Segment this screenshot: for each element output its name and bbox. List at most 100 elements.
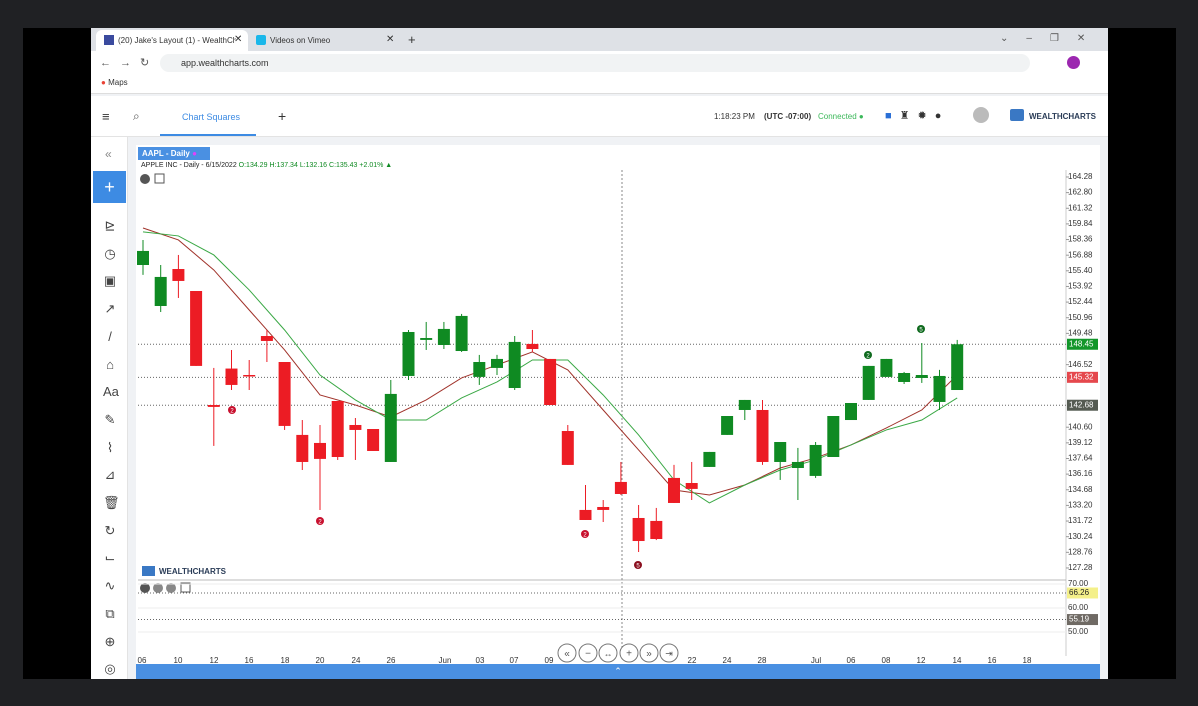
tab-title[interactable]: Videos on Vimeo <box>270 36 331 45</box>
signal-markers: 2 2 2 2 5 5 <box>228 325 925 570</box>
y-tick-label: 136.16 <box>1068 469 1093 478</box>
nav-icon[interactable]: − <box>585 649 591 660</box>
info-high: H:137.34 <box>269 162 298 169</box>
timezone: (UTC -07:00) <box>764 112 812 121</box>
price-tag <box>1067 338 1098 350</box>
new-tab[interactable]: + <box>408 32 416 47</box>
menu[interactable]: ≡ <box>102 109 110 124</box>
left-toolbar <box>91 137 128 679</box>
ohlc-info: APPLE INC - Daily - 6/15/2022 O:134.29 H… <box>141 162 393 169</box>
x-tick-label: Jun <box>439 656 452 665</box>
price-tag-label: 145.32 <box>1069 372 1094 381</box>
price-tag-label: 66.26 <box>1069 588 1090 597</box>
candle-body <box>384 393 397 462</box>
y-tick-label: 131.72 <box>1068 516 1093 525</box>
candle-body <box>526 343 539 350</box>
candle-body <box>473 362 486 377</box>
nav-icon[interactable]: ↔ <box>604 648 613 658</box>
nav-icon[interactable]: ⇥ <box>665 648 673 658</box>
x-tick-label: 20 <box>316 656 325 665</box>
bookmark[interactable]: ● Maps <box>101 78 128 87</box>
candle-body <box>827 416 840 458</box>
symbol-tab[interactable]: AAPL - Daily ● <box>138 147 210 160</box>
candle-body <box>455 315 468 352</box>
nav-icon[interactable]: « <box>564 649 570 660</box>
signal-label: 5 <box>919 328 923 334</box>
y-tick-label: 130.24 <box>1068 532 1093 541</box>
bookmark-label[interactable]: Maps <box>108 78 128 87</box>
tab-close[interactable]: ✕ <box>234 34 243 45</box>
nav-icon[interactable]: » <box>646 649 652 660</box>
brand-logo <box>1010 109 1024 121</box>
price-tag <box>1067 614 1098 626</box>
info-change: +2.01% <box>359 162 384 169</box>
nav-icon[interactable]: + <box>626 649 632 660</box>
chart-tab[interactable]: Chart Squares <box>182 112 241 122</box>
info-low: L:132.16 <box>299 162 328 169</box>
candle-body <box>632 517 645 542</box>
nav-buttons[interactable]: ←→↻ <box>100 57 159 69</box>
expand-bar[interactable]: ⌃ <box>136 664 1100 679</box>
tab[interactable] <box>96 30 248 51</box>
tab-title[interactable]: (20) Jake's Layout (1) - WealthCh <box>118 36 236 45</box>
favicon <box>104 35 114 45</box>
price-tag <box>1067 399 1098 411</box>
y-tick-label: 156.88 <box>1068 250 1093 259</box>
candle-body <box>898 372 911 382</box>
y-tick-label: 161.32 <box>1068 203 1093 212</box>
y-tick-label: 70.00 <box>1068 579 1089 588</box>
y-tick-label: 127.28 <box>1068 563 1093 572</box>
text-tool[interactable]: Aa <box>103 384 119 400</box>
add-button[interactable]: + <box>93 171 126 203</box>
x-tick-label: 18 <box>1023 656 1032 665</box>
candle-body <box>154 276 167 306</box>
tab-close[interactable]: ✕ <box>386 34 395 45</box>
y-tick-label: 134.68 <box>1068 485 1093 494</box>
candle-body <box>809 444 822 476</box>
price-tag-label: 148.45 <box>1069 339 1094 348</box>
y-tick-label: 153.92 <box>1068 282 1093 291</box>
y-tick-label: 146.52 <box>1068 360 1093 369</box>
collapse[interactable]: « <box>105 147 112 161</box>
tool-icons[interactable]: ⊵ ◷ ▣ ↗ / ⌂ Aa ✎ ⌇ ⊿ 🗑 ↻ ⌙ ∿ ⧉ ⊕ ◎ <box>103 218 120 677</box>
price-tag <box>1067 587 1098 599</box>
add-tab[interactable]: + <box>278 108 287 124</box>
sub-icons[interactable] <box>140 582 191 593</box>
window-controls[interactable]: ⌄–❐✕ <box>1000 33 1104 44</box>
header-icons[interactable]: ■♜✹● <box>885 110 950 122</box>
nav-controls[interactable] <box>557 643 679 663</box>
candle-body <box>420 338 433 340</box>
symbol[interactable]: AAPL - Daily <box>142 149 190 158</box>
x-tick-label: 22 <box>688 656 697 665</box>
candle-body <box>331 400 344 458</box>
settings-icon[interactable] <box>140 174 150 184</box>
price-tag-label: 142.68 <box>1069 400 1094 409</box>
candle-body <box>915 375 928 378</box>
info-close: C:135.43 <box>329 162 358 169</box>
x-tick-label: 03 <box>476 656 485 665</box>
info-name: APPLE INC - Daily - 6/15/2022 <box>141 162 237 169</box>
y-tick-label: 128.76 <box>1068 547 1093 556</box>
x-tick-label: 12 <box>210 656 219 665</box>
y-tick-label: 155.40 <box>1068 266 1093 275</box>
clock: 1:18:23 PM <box>714 112 755 121</box>
candle-body <box>225 368 238 385</box>
x-tick-label: 09 <box>545 656 554 665</box>
y-tick-label: 149.48 <box>1068 328 1093 337</box>
tab-strip <box>91 28 1108 51</box>
candle-body <box>402 331 415 376</box>
omnibox[interactable] <box>160 54 1030 72</box>
candle-body <box>650 520 663 540</box>
x-tick-label: 24 <box>723 656 732 665</box>
url[interactable]: app.wealthcharts.com <box>181 58 269 68</box>
signal-label: 2 <box>318 520 322 526</box>
search[interactable]: ⌕ <box>133 109 140 123</box>
x-tick-label: Jul <box>811 656 821 665</box>
candle-body <box>190 290 203 366</box>
profile[interactable] <box>1067 56 1080 69</box>
candle-body <box>933 375 946 402</box>
avatar[interactable] <box>973 107 989 123</box>
x-tick-label: 08 <box>882 656 891 665</box>
add-icon[interactable] <box>154 173 165 184</box>
